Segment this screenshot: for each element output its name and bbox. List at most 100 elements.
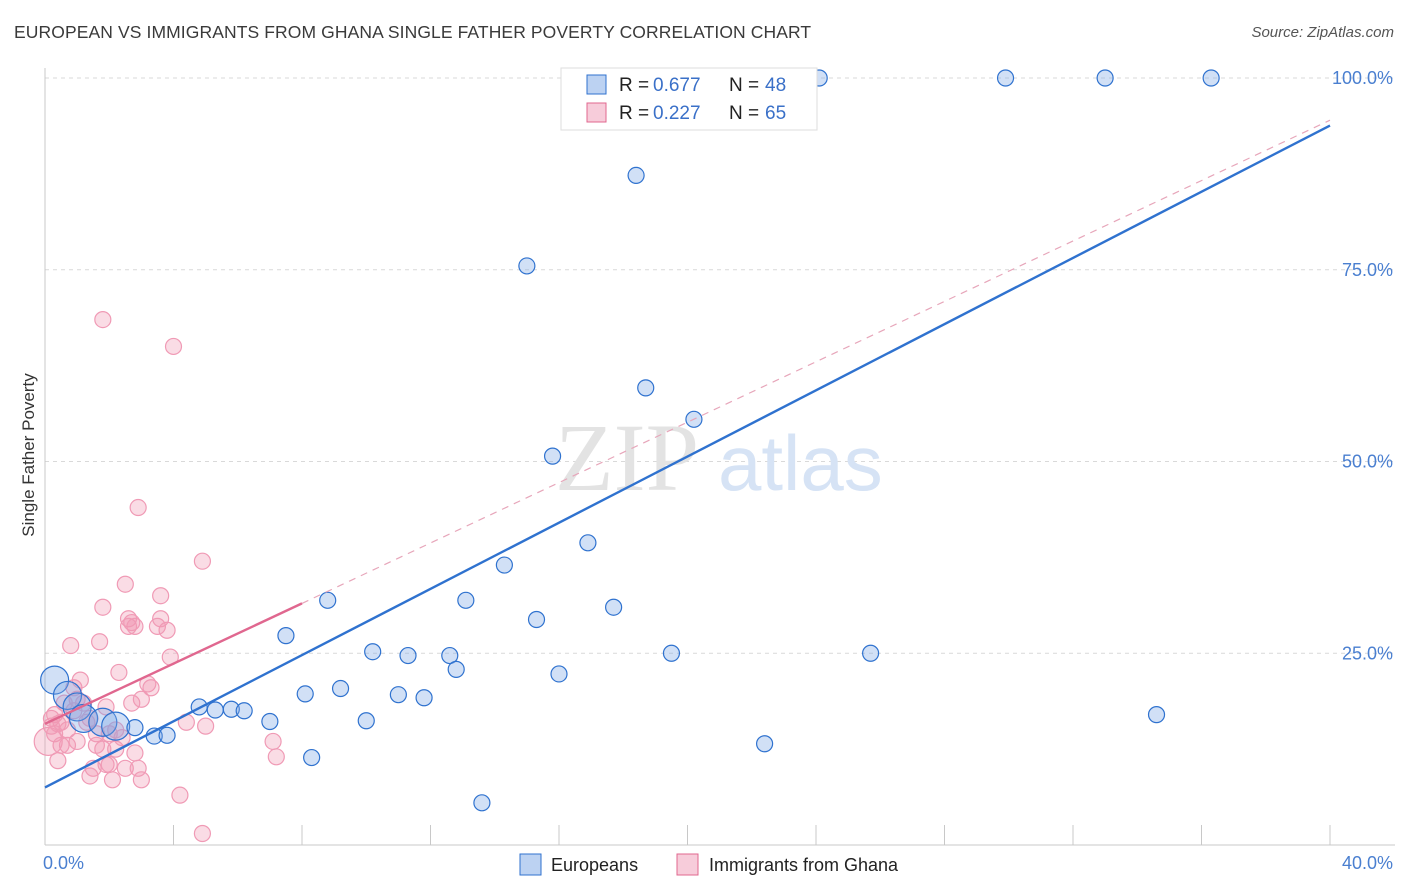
europeans-point-15 xyxy=(296,685,314,703)
europeans-point-19 xyxy=(357,712,375,730)
ghana-point-24 xyxy=(94,598,112,616)
europeans-point-18 xyxy=(331,679,350,698)
europeans-point-33 xyxy=(579,534,597,552)
europeans-point-0 xyxy=(40,665,70,695)
series-ghana-points xyxy=(33,311,285,843)
ghana-point-60 xyxy=(132,690,150,708)
grid-lines xyxy=(45,77,1395,654)
legend-swatch-europeans xyxy=(586,74,607,95)
y-tick-label-75: 75.0% xyxy=(1342,260,1393,280)
legend-r-value-ghana: 0.227 xyxy=(653,103,701,124)
europeans-point-27 xyxy=(473,794,491,812)
europeans-point-40 xyxy=(755,735,774,753)
europeans-point-16 xyxy=(303,748,321,767)
europeans-point-42 xyxy=(862,644,880,662)
legend-n-label-ghana: N = xyxy=(729,103,759,124)
ghana-point-32 xyxy=(110,663,128,682)
ghana-point-56 xyxy=(193,824,212,843)
tick-labels: 25.0% 50.0% 75.0% 100.0% 0.0% 40.0% xyxy=(43,68,1393,873)
ghana-point-47 xyxy=(129,498,147,517)
y-tick-label-50: 50.0% xyxy=(1342,452,1393,472)
ghana-point-50 xyxy=(152,587,170,605)
europeans-point-22 xyxy=(399,646,417,665)
source-label: Source: ZipAtlas.com xyxy=(1251,24,1394,41)
europeans-point-12 xyxy=(235,702,253,720)
series-europeans-points xyxy=(40,69,1220,812)
europeans-point-43 xyxy=(996,69,1015,87)
ghana-point-41 xyxy=(94,311,112,329)
ghana-point-51 xyxy=(158,621,176,639)
x-tick-label-max: 40.0% xyxy=(1342,853,1393,873)
legend-n-label-europeans: N = xyxy=(729,75,759,96)
ghana-point-53 xyxy=(171,786,189,804)
trend-lines xyxy=(44,119,1331,789)
ghana-point-34 xyxy=(116,759,134,777)
watermark-zip: ZIP xyxy=(555,404,699,511)
x-tick-label-min: 0.0% xyxy=(43,853,84,873)
ghana-point-46 xyxy=(142,679,160,697)
europeans-point-46 xyxy=(1202,69,1220,87)
europeans-point-17 xyxy=(319,591,337,609)
europeans-point-29 xyxy=(518,257,536,275)
ghana-trend-line xyxy=(44,602,303,725)
ghana-point-15 xyxy=(68,732,86,751)
ghana-point-10 xyxy=(58,736,77,754)
legend-r-label-ghana: R = xyxy=(619,103,649,124)
ghana-point-55 xyxy=(193,552,212,570)
europeans-point-13 xyxy=(261,712,279,731)
bottom-legend-label-europeans: Europeans xyxy=(551,855,638,875)
europeans-point-6 xyxy=(126,719,144,737)
europeans-point-45 xyxy=(1147,706,1166,724)
ghana-point-52 xyxy=(164,337,183,356)
europeans-point-26 xyxy=(457,591,475,609)
europeans-point-21 xyxy=(389,686,407,704)
bottom-legend-swatch-ghana xyxy=(676,853,699,876)
y-tick-label-100: 100.0% xyxy=(1332,68,1393,88)
ghana-point-44 xyxy=(132,771,150,789)
europeans-point-44 xyxy=(1096,69,1114,87)
ghana-point-59 xyxy=(267,748,285,766)
legend-r-label-europeans: R = xyxy=(619,75,649,96)
europeans-point-31 xyxy=(543,447,562,465)
ghana-point-40 xyxy=(126,744,144,762)
ghana-point-11 xyxy=(62,636,80,655)
europeans-point-36 xyxy=(637,379,655,397)
y-tick-label-25: 25.0% xyxy=(1342,643,1393,663)
europeans-point-10 xyxy=(206,701,224,719)
bottom-legend: Europeans Immigrants from Ghana xyxy=(519,853,899,876)
legend: R = 0.677 N = 48 R = 0.227 N = 65 xyxy=(560,67,818,131)
europeans-point-32 xyxy=(550,665,568,683)
europeans-point-5 xyxy=(101,711,131,741)
europeans-point-1 xyxy=(52,680,83,711)
ghana-point-63 xyxy=(100,755,118,774)
europeans-point-37 xyxy=(662,644,681,662)
europeans-point-4 xyxy=(88,707,118,737)
ghana-point-0 xyxy=(33,726,63,757)
ghana-point-38 xyxy=(123,694,141,712)
bottom-legend-swatch-europeans xyxy=(519,853,542,876)
ghana-point-23 xyxy=(91,633,109,651)
europeans-point-30 xyxy=(527,610,546,629)
y-axis-label: Single Father Poverty xyxy=(19,373,38,537)
europeans-point-20 xyxy=(364,643,382,661)
europeans-trend-line xyxy=(44,124,1331,789)
ghana-point-42 xyxy=(123,613,141,632)
ghana-point-58 xyxy=(264,732,282,751)
europeans-point-28 xyxy=(495,556,513,574)
europeans-point-35 xyxy=(627,166,645,185)
axes xyxy=(44,68,1395,846)
europeans-point-11 xyxy=(222,700,240,718)
legend-swatch-ghana xyxy=(586,102,607,123)
legend-r-value-europeans: 0.677 xyxy=(653,75,701,96)
ghana-trend-dashed xyxy=(301,119,1331,604)
ghana-point-33 xyxy=(113,729,131,747)
ghana-point-29 xyxy=(103,771,122,789)
legend-n-value-europeans: 48 xyxy=(765,75,786,96)
ghana-point-35 xyxy=(116,575,134,593)
europeans-point-14 xyxy=(277,627,295,645)
europeans-point-8 xyxy=(158,726,176,744)
europeans-point-24 xyxy=(441,646,459,665)
ghana-point-62 xyxy=(49,752,67,770)
watermark: ZIP atlas xyxy=(555,404,883,511)
